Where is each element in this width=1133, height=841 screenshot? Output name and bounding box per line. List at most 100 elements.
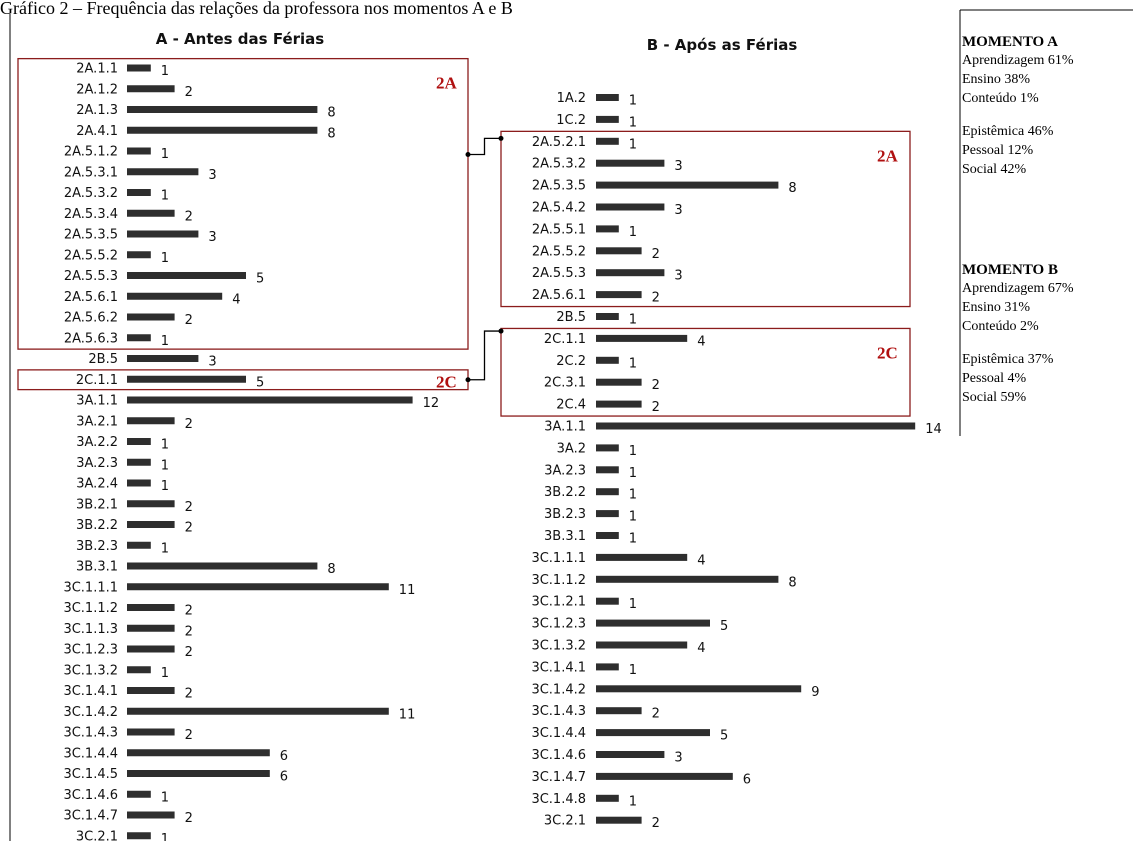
- bar: [596, 751, 665, 758]
- bar: [596, 94, 619, 101]
- value-label: 11: [399, 707, 416, 722]
- bar: [127, 64, 151, 72]
- bar: [127, 106, 318, 113]
- value-label: 2: [185, 521, 193, 536]
- bar: [127, 541, 151, 549]
- value-label: 1: [629, 356, 637, 371]
- stats-heading: MOMENTO A: [962, 34, 1058, 50]
- bar: [596, 466, 619, 474]
- bar: [596, 181, 779, 189]
- category-label: 3C.1.4.2: [63, 705, 118, 720]
- value-label: 1: [629, 510, 637, 525]
- connector-dot: [465, 151, 471, 157]
- value-label: 1: [629, 794, 637, 809]
- category-label: 3C.1.4.8: [531, 792, 586, 807]
- category-label: 2A.5.3.2: [532, 157, 586, 172]
- value-label: 5: [720, 729, 728, 744]
- category-label: 2A.5.3.2: [64, 186, 118, 201]
- stats-line: Social 42%: [962, 162, 1026, 177]
- value-label: 8: [327, 106, 335, 121]
- value-label: 1: [161, 334, 169, 349]
- category-label: 3C.1.4.6: [531, 748, 586, 763]
- value-label: 2: [185, 313, 193, 328]
- bar: [127, 770, 270, 777]
- bar: [127, 728, 175, 736]
- group-box-2a: [500, 130, 911, 308]
- bar: [127, 147, 151, 155]
- category-label: 3C.1.1.2: [531, 573, 586, 588]
- category-label: 3C.1.4.7: [531, 770, 586, 785]
- bar: [596, 663, 619, 671]
- value-label: 2: [652, 400, 660, 415]
- stats-line: Aprendizagem 67%: [962, 281, 1074, 296]
- category-label: 3C.1.4.2: [531, 682, 586, 697]
- category-label: 3A.2: [557, 441, 586, 456]
- bar: [127, 500, 175, 508]
- value-label: 12: [423, 396, 440, 411]
- bar: [596, 225, 619, 233]
- bar: [596, 816, 642, 824]
- stats-line: Pessoal 12%: [962, 143, 1034, 158]
- category-label: 3B.2.3: [76, 539, 118, 554]
- value-label: 1: [629, 225, 637, 240]
- stats-line: Social 59%: [962, 390, 1026, 405]
- bar: [596, 575, 779, 583]
- bar: [127, 126, 318, 134]
- value-label: 4: [697, 641, 705, 656]
- bar: [596, 203, 665, 211]
- value-label: 1: [629, 137, 637, 152]
- group-label: 2A: [877, 146, 899, 165]
- chart-a-title: A - Antes das Férias: [156, 30, 325, 48]
- bar: [596, 422, 916, 430]
- category-label: 3C.1.1.1: [63, 580, 118, 595]
- bar: [596, 334, 688, 342]
- category-label: 3A.2.4: [76, 477, 118, 492]
- bar: [596, 685, 802, 693]
- value-label: 2: [652, 816, 660, 831]
- category-label: 3A.2.1: [76, 414, 118, 429]
- category-label: 2A.5.5.3: [532, 266, 586, 281]
- category-label: 3C.1.4.5: [63, 767, 118, 782]
- category-label: 3C.1.2.3: [531, 617, 586, 632]
- value-label: 2: [185, 811, 193, 826]
- value-label: 1: [161, 790, 169, 805]
- value-label: 1: [161, 64, 169, 79]
- category-label: 3B.2.2: [76, 518, 118, 533]
- value-label: 2: [185, 85, 193, 100]
- bar: [127, 790, 151, 798]
- chart-a: 2A.1.1 1 2A.1.2 2 2A.1.3 8 2A.4.1 8 2A.5.1.2 1 2A.…: [17, 57, 469, 841]
- value-label: 9: [811, 685, 819, 700]
- value-label: 1: [161, 251, 169, 266]
- stats-line: Conteúdo 2%: [962, 319, 1039, 334]
- bar: [127, 832, 151, 840]
- value-label: 1: [629, 466, 637, 481]
- category-label: 3C.1.2.1: [531, 595, 586, 610]
- category-label: 2A.5.5.1: [532, 222, 586, 237]
- chart-b: 1A.2 1 1C.2 1 2A.5.2.1 1 2A.5.3.2 3 2A.5.3.5 8 2A.…: [500, 91, 942, 831]
- group-box-2c: [500, 327, 911, 417]
- value-label: 3: [674, 203, 682, 218]
- value-label: 2: [185, 500, 193, 515]
- value-label: 8: [327, 562, 335, 577]
- bar: [127, 624, 175, 632]
- group-label: 2A: [436, 74, 458, 93]
- bar: [127, 604, 175, 611]
- bar: [596, 291, 642, 299]
- bar: [127, 313, 175, 321]
- value-label: 1: [161, 189, 169, 204]
- value-label: 3: [674, 159, 682, 174]
- category-label: 2A.5.6.3: [64, 331, 118, 346]
- value-label: 3: [674, 269, 682, 284]
- category-label: 3C.1.4.3: [63, 726, 118, 741]
- category-label: 3C.1.1.2: [63, 601, 118, 616]
- bar: [127, 749, 270, 757]
- category-label: 2A.5.3.4: [64, 207, 118, 222]
- category-label: 3B.3.1: [76, 560, 118, 575]
- value-label: 2: [185, 728, 193, 743]
- value-label: 8: [327, 126, 335, 141]
- bar: [127, 85, 175, 93]
- connector-2c: [468, 330, 501, 381]
- value-label: 5: [256, 375, 264, 390]
- stats-line: Ensino 31%: [962, 300, 1030, 315]
